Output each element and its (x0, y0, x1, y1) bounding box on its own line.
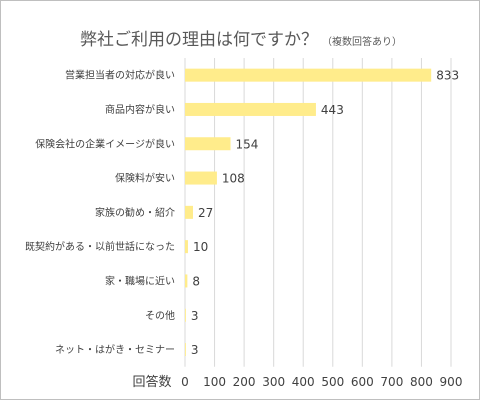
bar-0 (185, 68, 432, 82)
value-label-1: 443 (321, 103, 344, 117)
x-tick-label-8: 800 (410, 375, 433, 389)
bar-3 (185, 171, 217, 185)
x-tick-label-3: 300 (262, 375, 285, 389)
x-axis-title: 回答数 (132, 374, 171, 390)
category-label-1: 商品内容が良い (105, 103, 175, 116)
value-label-2: 154 (236, 137, 259, 151)
category-label-7: その他 (145, 309, 175, 322)
chart-title-block: 弊社ご利用の理由は何ですか？ （複数回答あり） (1, 25, 480, 50)
bar-8 (185, 343, 186, 357)
category-label-4: 家族の勧め・紹介 (95, 206, 175, 219)
category-label-0: 営業担当者の対応が良い (65, 69, 175, 82)
bar-4 (185, 205, 193, 219)
x-tick-label-1: 100 (203, 375, 226, 389)
value-label-4: 27 (198, 206, 213, 220)
value-label-7: 3 (191, 309, 199, 323)
value-label-0: 833 (436, 69, 459, 83)
chart-subtitle: （複数回答あり） (322, 37, 402, 48)
value-label-8: 3 (191, 343, 199, 357)
bar-1 (185, 102, 316, 116)
category-label-6: 家・職場に近い (105, 274, 175, 287)
bar-2 (185, 137, 231, 151)
x-tick-label-0: 0 (181, 375, 189, 389)
chart-title: 弊社ご利用の理由は何ですか？ (80, 30, 318, 50)
category-label-5: 既契約がある・以前世話になった (25, 240, 175, 253)
x-tick-label-9: 900 (440, 375, 463, 389)
value-label-3: 108 (222, 172, 245, 186)
x-tick-label-5: 500 (321, 375, 344, 389)
x-tick-label-7: 700 (380, 375, 403, 389)
bar-5 (185, 240, 188, 254)
value-label-5: 10 (193, 240, 208, 254)
category-label-3: 保険料が安い (115, 172, 175, 185)
category-label-8: ネット・はがき・セミナー (55, 343, 175, 356)
x-tick-label-4: 400 (292, 375, 315, 389)
bar-6 (185, 274, 188, 288)
bar-7 (185, 308, 186, 322)
x-tick-label-2: 200 (233, 375, 256, 389)
value-label-6: 8 (192, 274, 200, 288)
category-label-2: 保険会社の企業イメージが良い (35, 137, 175, 150)
x-tick-label-6: 600 (351, 375, 374, 389)
